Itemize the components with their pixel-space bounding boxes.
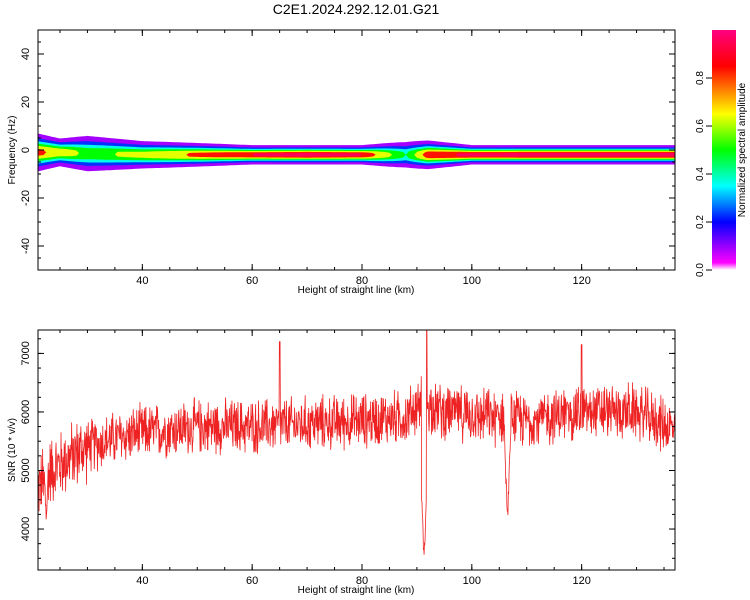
- figure-title: C2E1.2024.292.12.01.G21: [273, 1, 440, 17]
- y-tick-label: 20: [20, 96, 32, 108]
- spectrogram-ridge: [38, 133, 675, 172]
- spectrogram-y-ticks: -40 -20 0 20 40: [20, 29, 675, 271]
- spectrogram-x-ticks: 40 60 80 100 120: [59, 30, 665, 287]
- x-tick-label: 40: [136, 275, 148, 287]
- x-tick-label: 40: [136, 575, 148, 587]
- y-tick-label: 40: [20, 48, 32, 60]
- colorbar-tick-label: 0.2: [695, 215, 706, 229]
- spectrogram-panel: 40 60 80 100 120 -40 -20 0 20 40 Height of strai…: [7, 29, 676, 296]
- ridge-level-band: [38, 152, 675, 157]
- x-tick-label: 60: [246, 575, 258, 587]
- y-tick-label: 4000: [20, 517, 32, 541]
- snr-panel: 40 60 80 100 120 4000 5000 6000 7000 Height of …: [7, 329, 676, 596]
- colorbar: 0.0 0.2 0.4 0.6 0.8 Normalized spectral ampl…: [695, 30, 748, 277]
- snr-x-ticks: 40 60 80 100 120: [59, 330, 665, 587]
- y-tick-label: -40: [20, 238, 32, 254]
- x-tick-label: 80: [356, 275, 368, 287]
- x-tick-label: 120: [572, 575, 590, 587]
- colorbar-ticks: 0.0 0.2 0.4 0.6 0.8: [695, 71, 712, 277]
- x-tick-label: 60: [246, 275, 258, 287]
- snr-y-axis-label: SNR (10 * v/v): [7, 418, 18, 482]
- colorbar-tick-label: 0.0: [695, 263, 706, 277]
- colorbar-gradient: [712, 30, 736, 270]
- colorbar-label: Normalized spectral amplitude: [737, 82, 748, 217]
- x-tick-label: 80: [356, 575, 368, 587]
- snr-plot-area: [38, 330, 675, 570]
- colorbar-tick-label: 0.6: [695, 119, 706, 133]
- colorbar-tick-label: 0.4: [695, 167, 706, 181]
- spectrogram-y-axis-label: Frequency (Hz): [7, 116, 18, 185]
- snr-x-axis-label: Height of straight line (km): [298, 585, 415, 596]
- spectrogram-x-axis-label: Height of straight line (km): [298, 285, 415, 296]
- colorbar-tick-label: 0.8: [695, 71, 706, 85]
- y-tick-label: -20: [20, 190, 32, 206]
- x-tick-label: 100: [463, 575, 481, 587]
- x-tick-label: 100: [463, 275, 481, 287]
- y-tick-label: 5000: [20, 458, 32, 482]
- y-tick-label: 6000: [20, 400, 32, 424]
- snr-y-ticks: 4000 5000 6000 7000: [20, 338, 675, 559]
- x-tick-label: 120: [572, 275, 590, 287]
- snr-series-line: [38, 330, 675, 555]
- y-tick-label: 0: [20, 147, 32, 153]
- y-tick-label: 7000: [20, 341, 32, 365]
